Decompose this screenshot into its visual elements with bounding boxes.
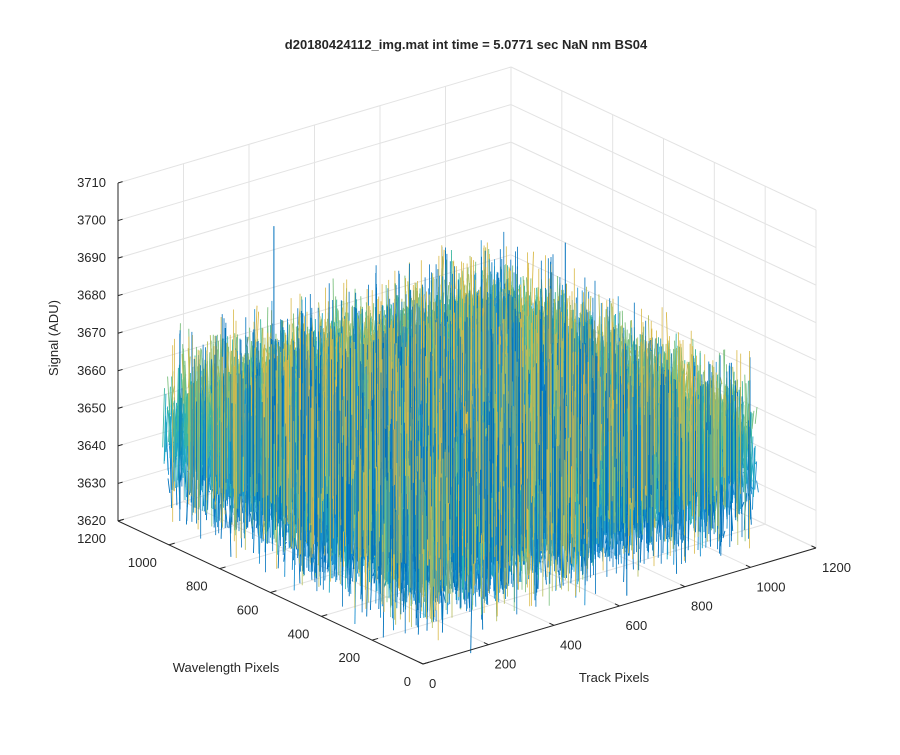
surface-trace [163,388,165,447]
surface-trace [168,478,170,493]
surface-trace [175,459,177,460]
surface-layer [163,226,759,653]
